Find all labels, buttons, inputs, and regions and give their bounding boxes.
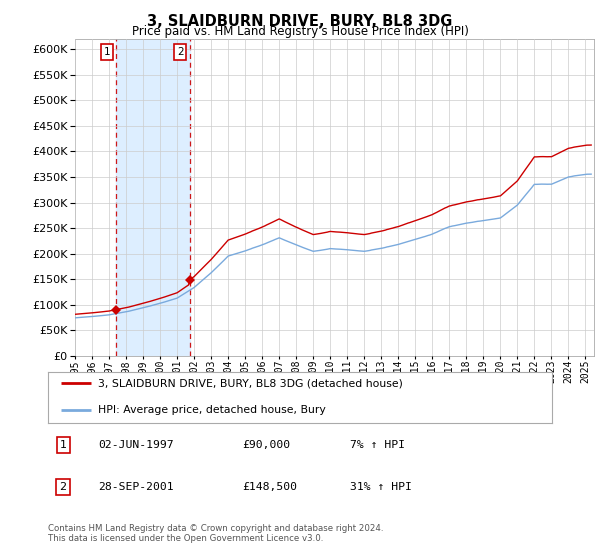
Text: 1: 1	[104, 47, 110, 57]
Text: HPI: Average price, detached house, Bury: HPI: Average price, detached house, Bury	[98, 405, 326, 415]
Text: £148,500: £148,500	[242, 482, 297, 492]
Text: £90,000: £90,000	[242, 440, 290, 450]
Text: 02-JUN-1997: 02-JUN-1997	[98, 440, 174, 450]
Text: Price paid vs. HM Land Registry's House Price Index (HPI): Price paid vs. HM Land Registry's House …	[131, 25, 469, 38]
Text: 7% ↑ HPI: 7% ↑ HPI	[350, 440, 406, 450]
Text: 31% ↑ HPI: 31% ↑ HPI	[350, 482, 412, 492]
Text: 1: 1	[59, 440, 67, 450]
Text: 28-SEP-2001: 28-SEP-2001	[98, 482, 174, 492]
Text: 2: 2	[59, 482, 67, 492]
Bar	[116, 39, 190, 356]
Text: Contains HM Land Registry data © Crown copyright and database right 2024.
This d: Contains HM Land Registry data © Crown c…	[48, 524, 383, 543]
Text: 3, SLAIDBURN DRIVE, BURY, BL8 3DG: 3, SLAIDBURN DRIVE, BURY, BL8 3DG	[148, 14, 452, 29]
Text: 3, SLAIDBURN DRIVE, BURY, BL8 3DG (detached house): 3, SLAIDBURN DRIVE, BURY, BL8 3DG (detac…	[98, 379, 403, 389]
Text: 2: 2	[177, 47, 184, 57]
